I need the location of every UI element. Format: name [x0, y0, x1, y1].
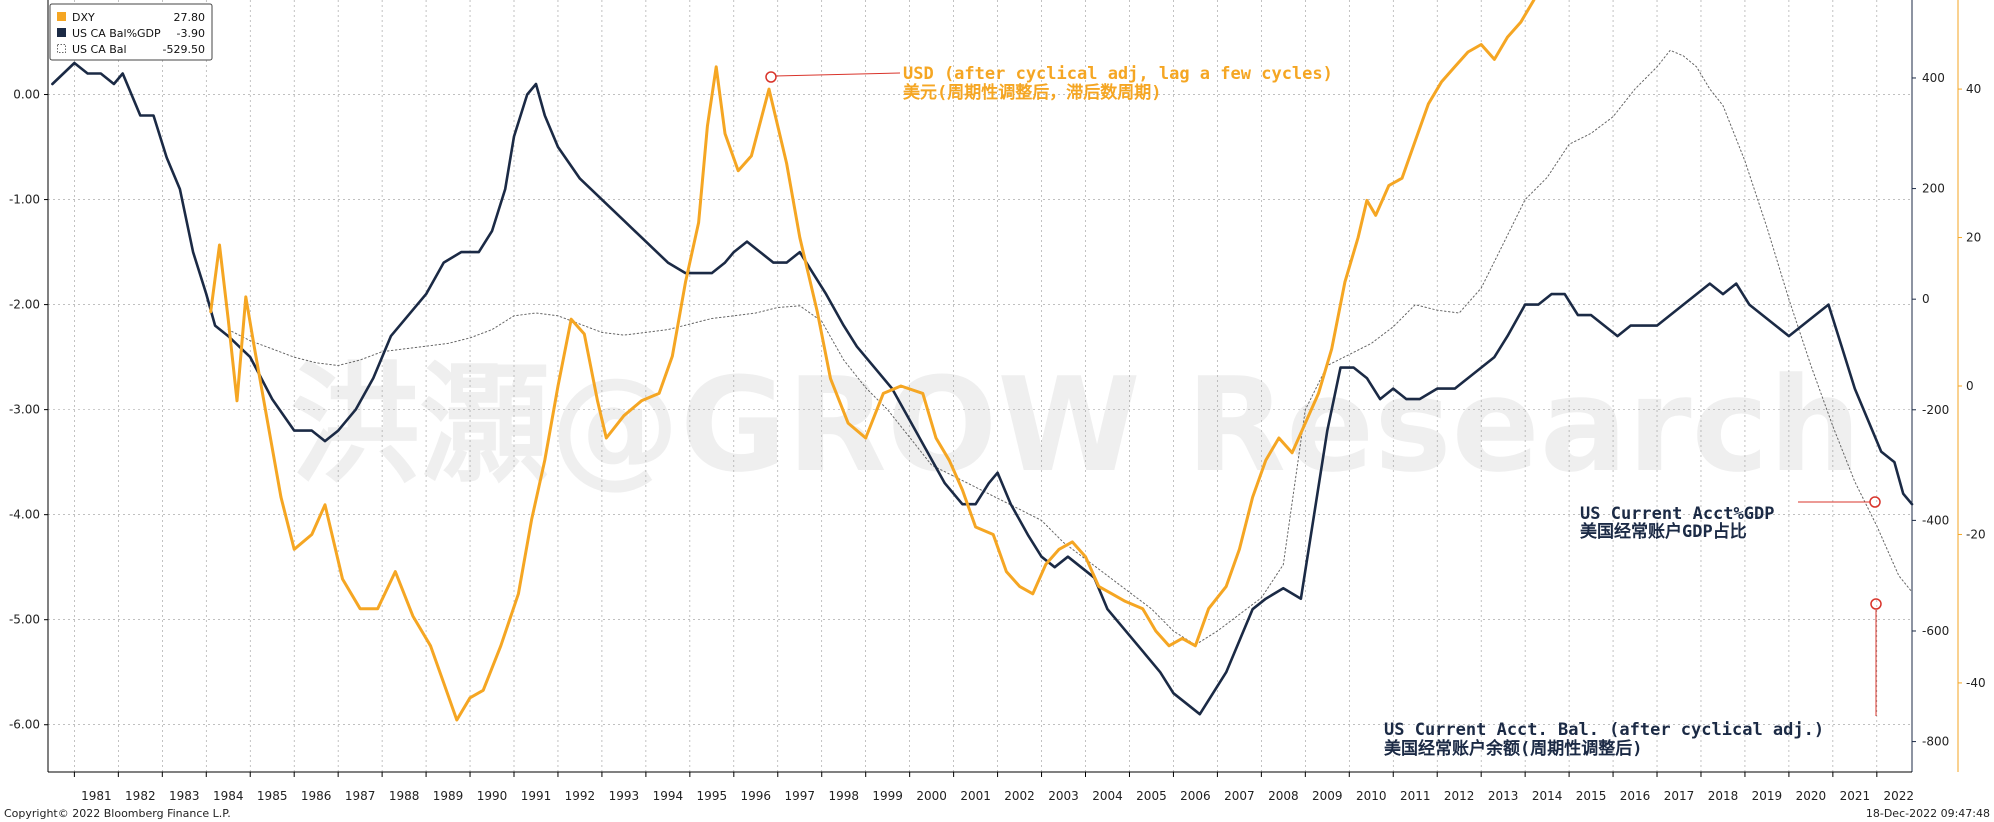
x-tick-label: 1999: [872, 789, 903, 803]
x-tick-label: 2019: [1752, 789, 1783, 803]
x-tick-label: 1998: [828, 789, 859, 803]
annotation-usd-leader: [774, 72, 901, 77]
right-a-tick-label: -800: [1922, 735, 1949, 749]
x-tick-label: 2001: [960, 789, 991, 803]
left-tick-label: 0.00: [13, 88, 40, 102]
x-tick-label: 2005: [1136, 789, 1167, 803]
series-layer: [51, 0, 1914, 722]
annotation-cagdp-line2: 美国经常账户GDP占比: [1580, 521, 1747, 542]
annotation-cagdp-marker: [1869, 496, 1881, 508]
right-b-tick-label: 20: [1966, 231, 1981, 245]
left-tick-label: -2.00: [9, 298, 40, 312]
left-tick-label: -6.00: [9, 718, 40, 732]
legend: DXY 27.80 US CA Bal%GDP -3.90 US CA Bal …: [49, 3, 213, 61]
x-tick-label: 1985: [257, 789, 288, 803]
annotation-usd-line2: 美元(周期性调整后，滞后数周期): [903, 82, 1161, 103]
right-a-tick-label: 0: [1922, 292, 1930, 306]
x-tick-label: 1991: [521, 789, 552, 803]
left-tick-label: -5.00: [9, 613, 40, 627]
right-a-tick-label: -400: [1922, 513, 1949, 527]
x-tick-label: 1996: [741, 789, 772, 803]
legend-swatch-cagdp: [57, 28, 66, 37]
x-tick-label: 1997: [784, 789, 815, 803]
left-tick-label: -4.00: [9, 508, 40, 522]
x-tick-label: 2006: [1180, 789, 1211, 803]
annotation-cagdp-line1: US Current Acct%GDP: [1580, 504, 1774, 524]
x-tick-label: 1984: [213, 789, 244, 803]
x-tick-label: 1983: [169, 789, 200, 803]
x-tick-label: 2014: [1532, 789, 1563, 803]
right-b-tick-label: -40: [1966, 676, 1986, 690]
right-axis-a-ticks: 400 200 0 -200 -400 -600 -800: [1912, 71, 1949, 749]
footer-timestamp: 18-Dec-2022 09:47:48: [1866, 807, 1990, 820]
series-line-us-ca-bal-gdp: [51, 61, 1914, 716]
x-tick-label: 1994: [653, 789, 684, 803]
legend-box: [49, 3, 213, 61]
x-tick-label: 1989: [433, 789, 464, 803]
right-axis-b-ticks: 40 20 0 -20 -40: [1958, 82, 1986, 690]
annotation-cabal-marker: [1870, 598, 1882, 610]
legend-swatch-dxy: [57, 12, 66, 21]
left-tick-label: -3.00: [9, 403, 40, 417]
x-tick-label: 2010: [1356, 789, 1387, 803]
right-b-tick-label: 0: [1966, 379, 1974, 393]
x-tick-label: 2022: [1884, 789, 1915, 803]
annotation-usd-marker: [765, 71, 777, 83]
left-axis-ticks: 0.00 -1.00 -2.00 -3.00 -4.00 -5.00 -6.00: [9, 88, 48, 732]
annotations: USD (after cyclical adj, lag a few cycle…: [765, 64, 1882, 759]
x-tick-label: 2011: [1400, 789, 1431, 803]
annotation-cabal-line1: US Current Acct. Bal. (after cyclical ad…: [1384, 720, 1824, 740]
x-tick-label: 1995: [697, 789, 728, 803]
x-tick-label: 1988: [389, 789, 420, 803]
annotation-cabal-line2: 美国经常账户余额(周期性调整后): [1384, 738, 1642, 759]
x-tick-label: 2017: [1664, 789, 1695, 803]
annotation-usd-line1: USD (after cyclical adj, lag a few cycle…: [903, 64, 1333, 84]
x-tick-label: 2021: [1840, 789, 1871, 803]
right-a-tick-label: 400: [1922, 71, 1945, 85]
x-tick-label: 2013: [1488, 789, 1519, 803]
x-tick-label: 1981: [81, 789, 112, 803]
legend-value-dxy: 27.80: [174, 11, 206, 24]
x-tick-label: 2020: [1796, 789, 1827, 803]
x-tick-label: 1987: [345, 789, 376, 803]
series-line-dxy: [209, 0, 1536, 722]
legend-label-cagdp: US CA Bal%GDP: [72, 27, 161, 40]
x-tick-label: 1982: [125, 789, 156, 803]
legend-label-dxy: DXY: [72, 11, 95, 24]
legend-swatch-cabal: [57, 44, 66, 53]
x-tick-label: 2004: [1092, 789, 1123, 803]
x-tick-label: 2003: [1048, 789, 1079, 803]
x-tick-label: 2015: [1576, 789, 1607, 803]
x-tick-label: 1992: [565, 789, 596, 803]
x-tick-label: 2009: [1312, 789, 1343, 803]
series-line-us-ca-bal: [227, 49, 1913, 646]
x-tick-label: 2008: [1268, 789, 1299, 803]
right-a-tick-label: -600: [1922, 624, 1949, 638]
right-a-tick-label: 200: [1922, 182, 1945, 196]
legend-value-cabal: -529.50: [163, 43, 205, 56]
legend-value-cagdp: -3.90: [177, 27, 205, 40]
right-b-tick-label: -20: [1966, 527, 1986, 541]
right-b-tick-label: 40: [1966, 82, 1981, 96]
x-tick-label: 2018: [1708, 789, 1739, 803]
right-a-tick-label: -200: [1922, 403, 1949, 417]
x-tick-label: 1986: [301, 789, 332, 803]
x-axis-ticks: 1981 1982 1983 1984 1985 1986 1987 1988 1989 1990…: [73, 772, 1915, 803]
grid: [48, 0, 1912, 772]
x-tick-label: 1993: [609, 789, 640, 803]
watermark: 洪灝@GROW Research: [290, 349, 1861, 501]
x-tick-label: 2007: [1224, 789, 1255, 803]
footer-copyright: Copyright© 2022 Bloomberg Finance L.P.: [4, 807, 231, 820]
legend-label-cabal: US CA Bal: [72, 43, 127, 56]
x-tick-label: 1990: [477, 789, 508, 803]
x-tick-label: 2000: [916, 789, 947, 803]
x-tick-label: 2012: [1444, 789, 1475, 803]
left-tick-label: -1.00: [9, 193, 40, 207]
x-tick-label: 2002: [1004, 789, 1035, 803]
watermark-text: 洪灝@GROW Research: [290, 349, 1861, 501]
x-tick-label: 2016: [1620, 789, 1651, 803]
